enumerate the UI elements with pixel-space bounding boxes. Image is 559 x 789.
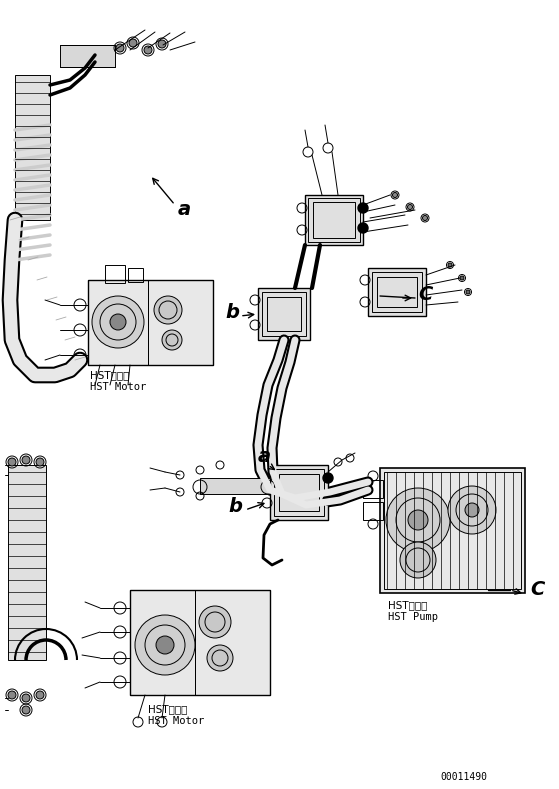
Text: HST Pump: HST Pump [388, 612, 438, 622]
Bar [305, 195, 363, 245]
Bar [377, 277, 417, 307]
Bar [105, 265, 125, 283]
Circle shape [144, 46, 152, 54]
Circle shape [116, 44, 124, 52]
Text: b: b [228, 497, 242, 516]
Bar [313, 202, 355, 238]
Circle shape [207, 645, 233, 671]
Circle shape [423, 215, 428, 220]
Circle shape [358, 223, 368, 233]
Bar [279, 474, 319, 511]
Circle shape [158, 40, 166, 48]
Circle shape [36, 458, 44, 466]
Text: a: a [178, 200, 191, 219]
Circle shape [408, 204, 413, 210]
Circle shape [392, 193, 397, 197]
Bar [267, 297, 301, 331]
Bar [148, 280, 213, 365]
Circle shape [92, 296, 144, 348]
Bar [60, 45, 115, 67]
Text: HST Motor: HST Motor [148, 716, 204, 726]
Circle shape [154, 296, 182, 324]
Bar [128, 268, 143, 282]
Circle shape [358, 203, 368, 213]
Bar [384, 472, 521, 589]
Circle shape [135, 615, 195, 675]
Bar [200, 478, 270, 494]
Circle shape [386, 488, 450, 552]
Bar [262, 292, 306, 336]
Circle shape [460, 276, 464, 280]
Text: C: C [530, 580, 544, 599]
Text: HSTモータ: HSTモータ [90, 370, 129, 380]
Circle shape [129, 39, 137, 47]
Circle shape [110, 314, 126, 330]
Circle shape [8, 691, 16, 699]
Bar [258, 288, 310, 340]
Bar [88, 280, 213, 365]
Circle shape [8, 458, 16, 466]
Text: b: b [225, 303, 239, 322]
Bar [88, 280, 148, 365]
Circle shape [323, 495, 333, 505]
Bar [368, 268, 426, 316]
Text: HSTポンプ: HSTポンプ [388, 600, 428, 610]
Bar [372, 272, 422, 312]
Circle shape [466, 290, 470, 294]
Text: HST Motor: HST Motor [90, 382, 146, 392]
Bar [130, 590, 270, 695]
Circle shape [448, 263, 452, 267]
Circle shape [408, 510, 428, 530]
Text: 00011490: 00011490 [440, 772, 487, 782]
Circle shape [448, 486, 496, 534]
Bar [363, 502, 383, 520]
Circle shape [156, 636, 174, 654]
Bar [8, 465, 46, 660]
Bar [270, 465, 328, 520]
Circle shape [162, 330, 182, 350]
Circle shape [36, 691, 44, 699]
Circle shape [465, 503, 479, 517]
Circle shape [22, 694, 30, 702]
Bar [15, 75, 50, 220]
Text: C: C [418, 285, 432, 304]
Text: HSTモータ: HSTモータ [148, 704, 187, 714]
Circle shape [323, 473, 333, 483]
Text: a: a [258, 447, 271, 466]
Bar [380, 468, 525, 593]
Circle shape [199, 606, 231, 638]
Circle shape [400, 542, 436, 578]
Bar [195, 590, 270, 695]
Bar [363, 480, 383, 498]
Bar [274, 469, 324, 516]
Circle shape [22, 456, 30, 464]
Bar [130, 590, 195, 695]
Circle shape [22, 706, 30, 714]
Bar [308, 198, 360, 242]
